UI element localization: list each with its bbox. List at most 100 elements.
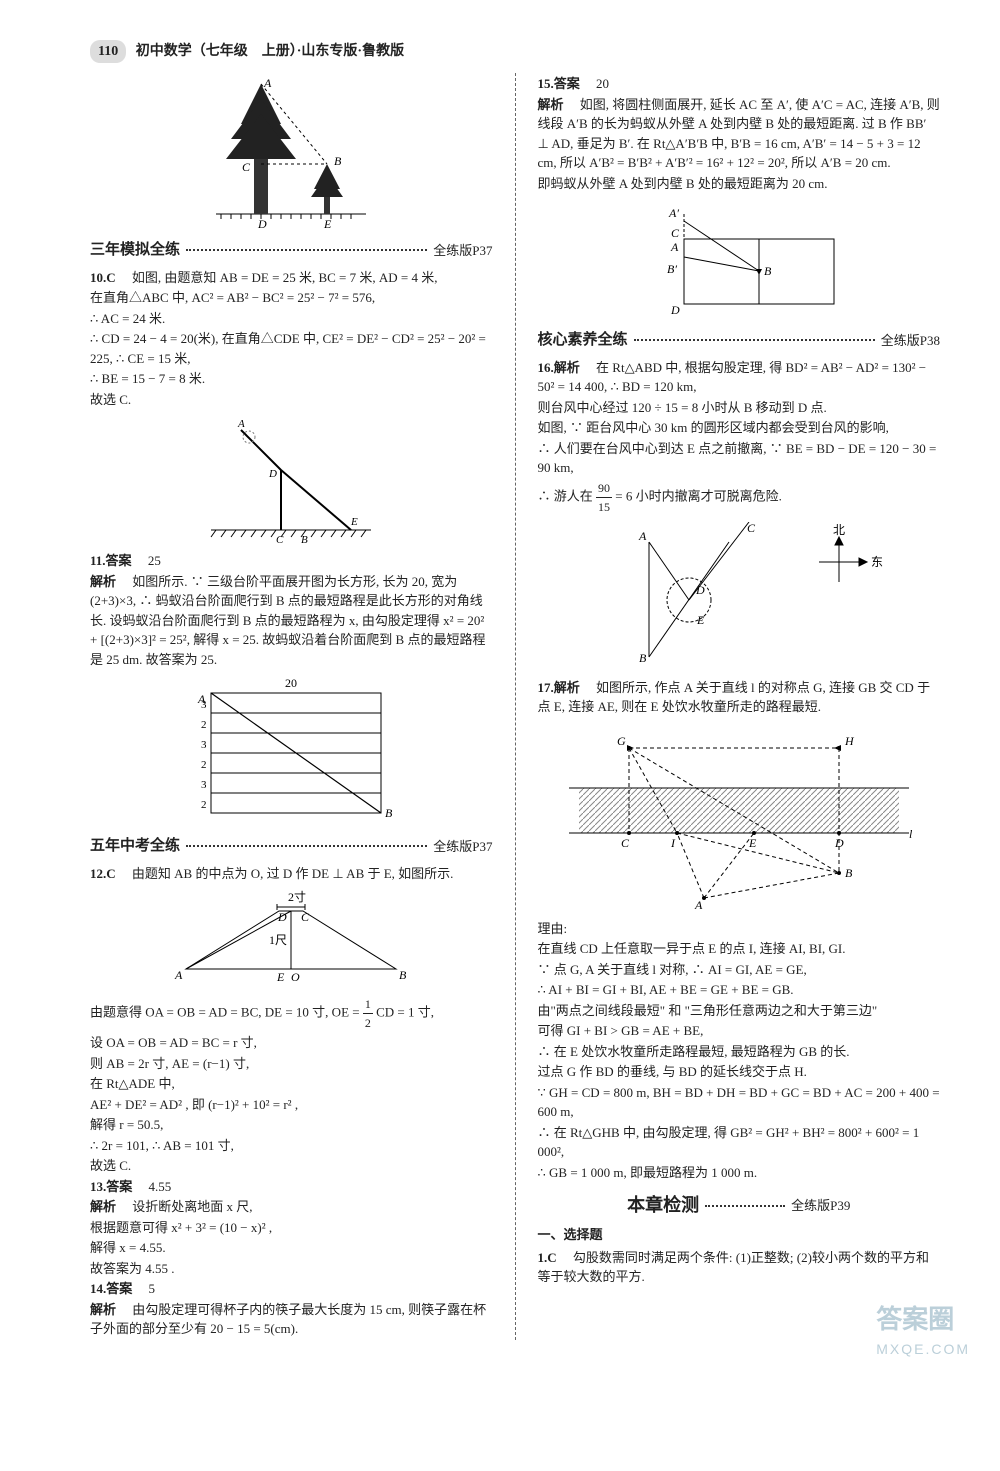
q17-p1: 在直线 CD 上任意取一异于点 E 的点 I, 连接 AI, BI, GI. — [538, 939, 941, 959]
svg-text:C: C — [276, 534, 284, 545]
svg-text:D: D — [695, 583, 705, 597]
q12-l5: 在 Rt△ADE 中, — [90, 1074, 493, 1094]
q12-l7: 解得 r = 50.5, — [90, 1115, 493, 1135]
svg-text:A: A — [670, 240, 679, 254]
svg-text:2寸: 2寸 — [288, 890, 306, 904]
page: 110 初中数学（七年级 上册）·山东专版·鲁教版 — [0, 0, 1000, 1380]
q12-l3: 设 OA = OB = AD = BC = r 寸, — [90, 1033, 493, 1053]
svg-text:B: B — [399, 968, 407, 982]
q12-l9: 故选 C. — [90, 1156, 493, 1176]
sel-q1-body: 勾股数需同时满足两个条件: (1)正整数; (2)较小两个数的平方和等于较大数的… — [538, 1250, 929, 1285]
q17: 17.解析 如图所示, 作点 A 关于直线 l 的对称点 G, 连接 GB 交 … — [538, 678, 941, 717]
q12-l4: 则 AB = 2r 寸, AE = (r−1) 寸, — [90, 1054, 493, 1074]
q15-body: 解析 如图, 将圆柱侧面展开, 延长 AC 至 A′, 使 A′C = AC, … — [538, 95, 941, 173]
q12-l2b: CD = 1 寸, — [376, 1004, 434, 1019]
q12-l8: ∴ 2r = 101, ∴ AB = 101 寸, — [90, 1136, 493, 1156]
svg-text:E: E — [748, 836, 757, 850]
q10-head: 10.C — [90, 270, 116, 285]
q17-p8: ∵ GH = CD = 800 m, BH = BD + DH = BD + G… — [538, 1083, 941, 1122]
q11-ans: 25 — [148, 553, 161, 568]
q16: 16.解析 在 Rt△ABD 中, 根据勾股定理, 得 BD² = AB² − … — [538, 358, 941, 397]
svg-text:20: 20 — [285, 676, 297, 690]
q12-head: 12.C — [90, 866, 116, 881]
q16-head: 16.解析 — [538, 360, 580, 375]
q13-l4: 故答案为 4.55 . — [90, 1259, 493, 1279]
section-ref: 全练版P37 — [433, 837, 492, 857]
svg-text:C: C — [671, 226, 680, 240]
sel-q1-head: 1.C — [538, 1250, 557, 1265]
section-head-simulate: 三年模拟全练 全练版P37 — [90, 239, 493, 262]
q17-head: 17.解析 — [538, 680, 580, 695]
svg-text:A: A — [237, 418, 245, 430]
q10-l3: ∴ AC = 24 米. — [90, 309, 493, 329]
svg-text:I: I — [670, 836, 676, 850]
section-title: 三年模拟全练 — [90, 239, 180, 262]
chapter-ref: 全练版P39 — [791, 1196, 850, 1216]
svg-text:A: A — [638, 529, 647, 543]
q14: 14.答案 5 — [90, 1279, 493, 1299]
svg-text:3: 3 — [201, 699, 207, 711]
svg-text:A′: A′ — [668, 206, 679, 220]
q15-l1: 如图, 将圆柱侧面展开, 延长 AC 至 A′, 使 A′C = AC, 连接 … — [538, 97, 940, 171]
svg-text:B: B — [301, 534, 308, 545]
svg-text:A: A — [694, 898, 703, 912]
q13: 13.答案 4.55 — [90, 1177, 493, 1197]
q16-l4: ∴ 人们要在台风中心到达 E 点之前撤离, ∵ BE = BD − DE = 1… — [538, 439, 941, 478]
svg-text:B: B — [764, 264, 772, 278]
dot-leader — [186, 845, 427, 847]
svg-text:B′: B′ — [667, 262, 677, 276]
q17-p3: ∴ AI + BI = GI + BI, AE + BE = GE + BE =… — [538, 980, 941, 1000]
q10: 10.C 如图, 由题意知 AB = DE = 25 米, BC = 7 米, … — [90, 268, 493, 288]
q14-jx: 解析 — [90, 1302, 116, 1317]
figure-chord: 2寸 D C 1尺 A E O B — [90, 889, 493, 989]
q11-head: 11.答案 — [90, 553, 132, 568]
q16-l5b: = 6 小时内撤离才可脱离危险. — [615, 488, 782, 503]
q17-p5: 可得 GI + BI > GB = AE + BE, — [538, 1021, 941, 1041]
q12-l1: 由题知 AB 的中点为 O, 过 D 作 DE ⊥ AB 于 E, 如图所示. — [132, 866, 454, 881]
svg-text:B: B — [334, 154, 342, 168]
q14-l1: 由勾股定理可得杯子内的筷子最大长度为 15 cm, 则筷子露在杯子外面的部分至少… — [90, 1302, 486, 1337]
column-divider — [515, 73, 516, 1340]
watermark-main: 答案圈 — [876, 1304, 954, 1334]
q10-l1: 如图, 由题意知 AB = DE = 25 米, BC = 7 米, AD = … — [132, 270, 438, 285]
svg-text:D: D — [670, 303, 680, 317]
figure-tree: A B C D E — [90, 79, 493, 229]
q16-l2: 则台风中心经过 120 ÷ 15 = 8 小时从 B 移动到 D 点. — [538, 398, 941, 418]
svg-text:E: E — [350, 516, 358, 528]
svg-text:G: G — [617, 734, 626, 748]
dot-leader — [634, 339, 875, 341]
q15-l2: 即蚂蚁从外壁 A 处到内壁 B 处的最短距离为 20 cm. — [538, 174, 941, 194]
q15: 15.答案 20 — [538, 74, 941, 94]
q10-l6: 故选 C. — [90, 390, 493, 410]
svg-text:3: 3 — [201, 779, 207, 791]
q17-p4: 由"两点之间线段最短" 和 "三角形任意两边之和大于第三边" — [538, 1001, 941, 1021]
q16-l1: 在 Rt△ABD 中, 根据勾股定理, 得 BD² = AB² − AD² = … — [538, 360, 927, 395]
figure-cylinder-unfold: A′ C A B′ B D — [538, 199, 941, 319]
section-ref: 全练版P37 — [433, 241, 492, 261]
svg-text:B: B — [639, 651, 647, 665]
watermark-sub: MXQE.COM — [876, 1339, 970, 1360]
q15-head: 15.答案 — [538, 76, 580, 91]
svg-text:2: 2 — [201, 759, 207, 771]
q16-l5a: ∴ 游人在 — [538, 488, 597, 503]
q17-p7: 过点 G 作 BD 的垂线, 与 BD 的延长线交于点 H. — [538, 1062, 941, 1082]
q11-jx: 解析 — [90, 574, 116, 589]
q12: 12.C 由题知 AB 的中点为 O, 过 D 作 DE ⊥ AB 于 E, 如… — [90, 864, 493, 884]
section-ref: 全练版P38 — [881, 331, 940, 351]
figure-cowherd: l G H C D I E B A — [538, 723, 941, 913]
svg-text:D: D — [268, 468, 277, 480]
sel-q1: 1.C 勾股数需同时满足两个条件: (1)正整数; (2)较小两个数的平方和等于… — [538, 1248, 941, 1287]
svg-text:A: A — [174, 968, 183, 982]
svg-text:2: 2 — [201, 799, 207, 811]
svg-text:E: E — [276, 970, 285, 984]
q13-body: 解析 设折断处离地面 x 尺, — [90, 1197, 493, 1217]
q17-p2: ∵ 点 G, A 关于直线 l 对称, ∴ AI = GI, AE = GE, — [538, 960, 941, 980]
svg-text:D: D — [257, 217, 267, 229]
q13-jx: 解析 — [90, 1199, 116, 1214]
watermark: 答案圈 MXQE.COM — [876, 1300, 970, 1360]
svg-text:东: 东 — [871, 555, 883, 569]
q13-l3: 解得 x = 4.55. — [90, 1238, 493, 1258]
svg-text:3: 3 — [201, 739, 207, 751]
section-head-zhongkao: 五年中考全练 全练版P37 — [90, 835, 493, 858]
q11-body: 解析 如图所示. ∵ 三级台阶平面展开图为长方形, 长为 20, 宽为(2+3)… — [90, 572, 493, 670]
